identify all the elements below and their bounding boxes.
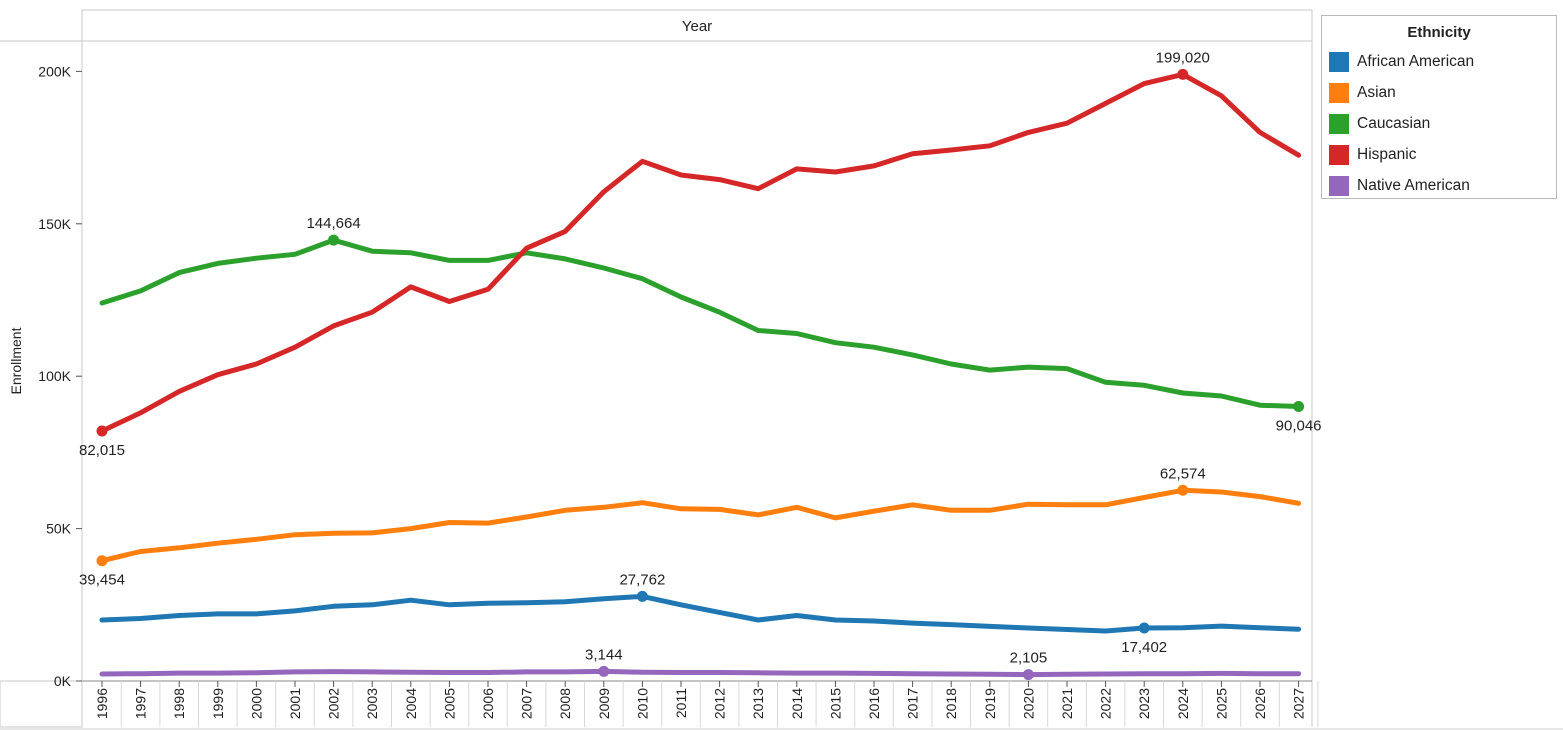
legend-label: Hispanic [1357, 145, 1417, 163]
legend-swatch [1329, 144, 1349, 165]
series-line-asian[interactable] [99, 487, 1302, 564]
data-point-african-american[interactable] [1138, 622, 1150, 634]
legend-label: Native American [1357, 176, 1470, 194]
series-line-native-american[interactable] [99, 668, 1302, 678]
x-tick-label: 2015 [827, 688, 843, 719]
x-axis-corner [0, 680, 83, 728]
data-label-hispanic: 199,020 [1156, 49, 1210, 66]
data-label-african-american: 17,402 [1121, 639, 1167, 656]
x-tick-label: 1996 [94, 688, 110, 719]
legend-item-asian[interactable]: Asian [1322, 77, 1556, 108]
legend-title: Ethnicity [1407, 24, 1471, 41]
y-tick-label: 100K [38, 368, 71, 384]
x-tick-label: 1999 [210, 688, 226, 719]
data-point-native-american[interactable] [1022, 669, 1034, 681]
data-point-native-american[interactable] [598, 665, 610, 677]
legend-label: Asian [1357, 83, 1396, 101]
data-point-asian[interactable] [96, 555, 108, 567]
legend-swatch [1329, 82, 1349, 103]
x-tick-label: 2020 [1020, 688, 1036, 719]
legend-swatch [1329, 51, 1349, 72]
y-tick-label: 50K [46, 521, 72, 537]
x-tick-label: 2012 [712, 688, 728, 719]
data-point-hispanic[interactable] [96, 425, 108, 437]
series-line-african-american[interactable] [99, 593, 1302, 634]
series-line-hispanic[interactable] [99, 71, 1302, 434]
x-tick-label: 2010 [634, 688, 650, 719]
x-tick-label: 2026 [1252, 688, 1268, 719]
series-line-caucasian[interactable] [99, 237, 1302, 409]
x-tick-label: 2022 [1098, 688, 1114, 719]
data-point-african-american[interactable] [636, 590, 648, 602]
x-tick-label: 2011 [673, 688, 689, 718]
x-tick-label: 2021 [1059, 688, 1075, 719]
data-label-caucasian: 144,664 [306, 215, 360, 232]
data-point-hispanic[interactable] [1177, 68, 1189, 80]
column-header: Year [682, 18, 712, 35]
legend-swatch [1329, 175, 1349, 196]
data-label-native-american: 3,144 [585, 646, 623, 663]
data-label-native-american: 2,105 [1010, 650, 1048, 667]
x-tick-label: 2024 [1175, 688, 1191, 719]
legend-item-caucasian[interactable]: Caucasian [1322, 108, 1556, 139]
x-tick-label: 2017 [905, 688, 921, 719]
x-tick-label: 2023 [1136, 688, 1152, 719]
legend-item-hispanic[interactable]: Hispanic [1322, 139, 1556, 170]
x-tick-label: 2027 [1291, 688, 1307, 719]
y-tick-label: 200K [38, 63, 71, 79]
y-tick-label: 150K [38, 216, 71, 232]
data-label-asian: 62,574 [1160, 465, 1206, 482]
x-tick-label: 2008 [557, 688, 573, 719]
legend-swatch [1329, 113, 1349, 134]
x-tick-label: 2004 [403, 688, 419, 719]
legend-label: Caucasian [1357, 114, 1431, 132]
legend: Ethnicity African American Asian Caucasi… [1321, 15, 1557, 199]
data-label-hispanic: 82,015 [79, 442, 125, 459]
x-tick-label: 2013 [750, 688, 766, 719]
data-point-asian[interactable] [1177, 484, 1189, 496]
x-tick-label: 2025 [1213, 688, 1229, 719]
x-tick-label: 2009 [596, 688, 612, 719]
data-label-asian: 39,454 [79, 572, 125, 589]
x-tick-label: 1998 [171, 688, 187, 719]
data-point-caucasian[interactable] [1293, 401, 1305, 413]
y-tick-label: 0K [54, 673, 72, 689]
bottom-divider [0, 728, 1563, 730]
x-tick-label: 2000 [248, 688, 264, 719]
x-tick-label: 2003 [364, 688, 380, 719]
x-tick-label: 2014 [789, 688, 805, 719]
x-tick-label: 2006 [480, 688, 496, 719]
x-tick-label: 2002 [326, 688, 342, 719]
x-tick-label: 1997 [133, 688, 149, 719]
legend-item-african-american[interactable]: African American [1322, 46, 1556, 77]
x-tick-label: 2018 [943, 688, 959, 719]
plot-background [82, 41, 1312, 681]
data-label-caucasian: 90,046 [1276, 418, 1322, 435]
legend-item-native-american[interactable]: Native American [1322, 170, 1556, 201]
x-tick-label: 2001 [287, 688, 303, 719]
x-tick-label: 2019 [982, 688, 998, 719]
x-tick-label: 2016 [866, 688, 882, 719]
data-label-african-american: 27,762 [619, 571, 665, 588]
x-tick-label: 2007 [519, 688, 535, 719]
x-tick-label: 2005 [441, 688, 457, 719]
legend-label: African American [1357, 52, 1475, 70]
data-point-caucasian[interactable] [328, 234, 340, 246]
column-header-bg [81, 9, 1313, 42]
y-axis-label: Enrollment [8, 327, 24, 394]
